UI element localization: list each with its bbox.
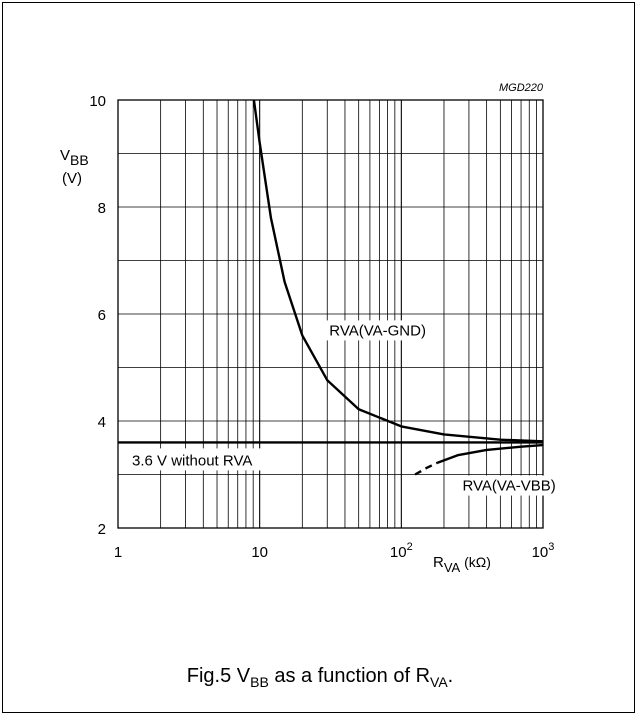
caption-part: as a function of R	[268, 665, 431, 687]
y-axis-label-main: V	[60, 147, 70, 164]
y-tick-label: 6	[98, 307, 106, 324]
horizontal-gridlines	[118, 153, 543, 475]
series-label: RVA(VA-VBB)	[462, 478, 555, 495]
caption-subscript: VA	[430, 674, 448, 690]
y-axis-unit: (V)	[62, 170, 82, 187]
x-tick-base: 10	[532, 544, 549, 561]
x-tick-exponent: 2	[407, 541, 413, 553]
figure-caption: Fig.5 VBB as a function of RVA.	[0, 665, 640, 690]
series-line-1	[414, 461, 439, 476]
caption-subscript: BB	[250, 674, 269, 690]
caption-part: Fig.5 V	[186, 665, 251, 687]
label-layer: 3.6 V without RVA RVA(VA-GND) RVA(VA-VBB) 2…	[60, 82, 564, 575]
annotation-bg	[325, 320, 431, 341]
x-tick-base: 1	[114, 544, 122, 561]
annotation-bg	[458, 475, 564, 496]
x-axis-label-main: R	[433, 554, 444, 571]
reference-label-bg	[122, 448, 300, 471]
x-tick-label: 103	[532, 541, 555, 561]
reference-line-label: 3.6 V without RVA	[132, 452, 252, 469]
y-axis-label: VBB	[60, 147, 89, 168]
series-layer	[118, 99, 544, 476]
x-tick-label: 1	[114, 544, 122, 561]
chart: 3.6 V without RVA RVA(VA-GND) RVA(VA-VBB) 2…	[60, 82, 564, 575]
series-line-2	[437, 443, 544, 464]
x-axis-label: RVA (kΩ)	[433, 554, 491, 575]
x-tick-label: 102	[390, 541, 413, 561]
y-tick-label: 8	[98, 200, 106, 217]
plot-area-border	[117, 99, 544, 529]
caption-part: .	[447, 665, 454, 687]
x-tick-exponent: 3	[548, 541, 554, 553]
series-line-0	[252, 99, 544, 443]
x-axis-label-sub: VA	[444, 560, 461, 575]
x-axis-label-unit: (kΩ)	[460, 554, 491, 570]
chart-id-label: MGD220	[499, 82, 544, 94]
y-tick-label: 4	[98, 414, 106, 431]
x-tick-base: 10	[251, 544, 268, 561]
x-tick-base: 10	[390, 544, 407, 561]
x-tick-label: 10	[251, 544, 268, 561]
series-label: RVA(VA-GND)	[329, 322, 426, 339]
y-tick-label: 10	[89, 93, 106, 110]
y-tick-label: 2	[98, 521, 106, 538]
y-axis-label-sub: BB	[70, 152, 89, 168]
